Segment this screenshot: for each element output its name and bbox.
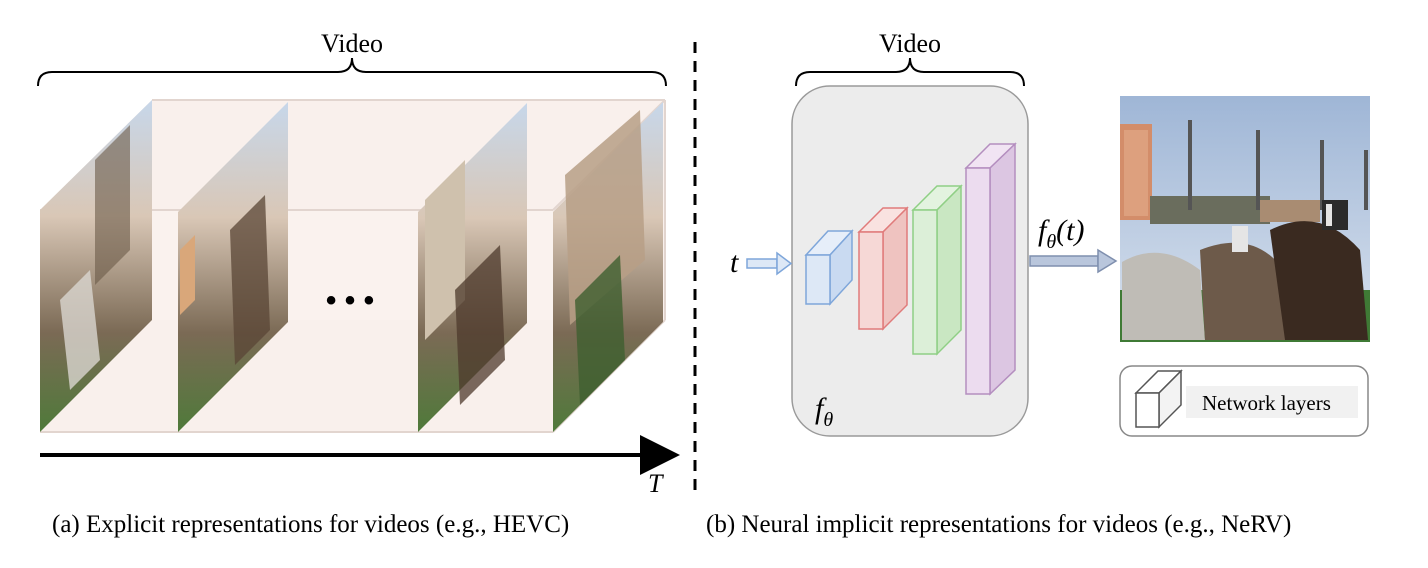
output-arrow — [1029, 248, 1118, 274]
legend-network-layers: Network layers — [1119, 365, 1369, 437]
video-label-left: Video — [321, 29, 383, 58]
video-brace-left — [37, 57, 667, 87]
frames-ellipsis: • • • — [326, 284, 374, 317]
explicit-representation-panel: Video — [37, 29, 680, 538]
legend-label: Network layers — [1202, 391, 1331, 415]
network-layer-purple — [964, 142, 1017, 396]
video-frame-3 — [418, 103, 527, 432]
caption-b: (b) Neural implicit representations for … — [706, 511, 1291, 538]
output-label: fθ(t) — [1038, 214, 1085, 253]
implicit-representation-panel: Video fθ t — [706, 29, 1370, 538]
video-frame-1 — [40, 100, 152, 432]
time-axis-label: T — [648, 469, 664, 498]
video-brace-right — [795, 57, 1025, 87]
video-frame-2 — [178, 102, 288, 432]
network-layer-red — [857, 206, 909, 331]
input-t-label: t — [730, 246, 739, 279]
legend-cube-icon — [1134, 369, 1183, 429]
output-video-frame — [1120, 96, 1370, 342]
video-label-right: Video — [879, 29, 941, 58]
video-frame-4 — [553, 102, 663, 432]
network-layer-green — [911, 184, 963, 356]
input-arrow — [746, 251, 793, 276]
network-layer-blue — [804, 229, 854, 306]
caption-a: (a) Explicit representations for videos … — [52, 511, 569, 538]
